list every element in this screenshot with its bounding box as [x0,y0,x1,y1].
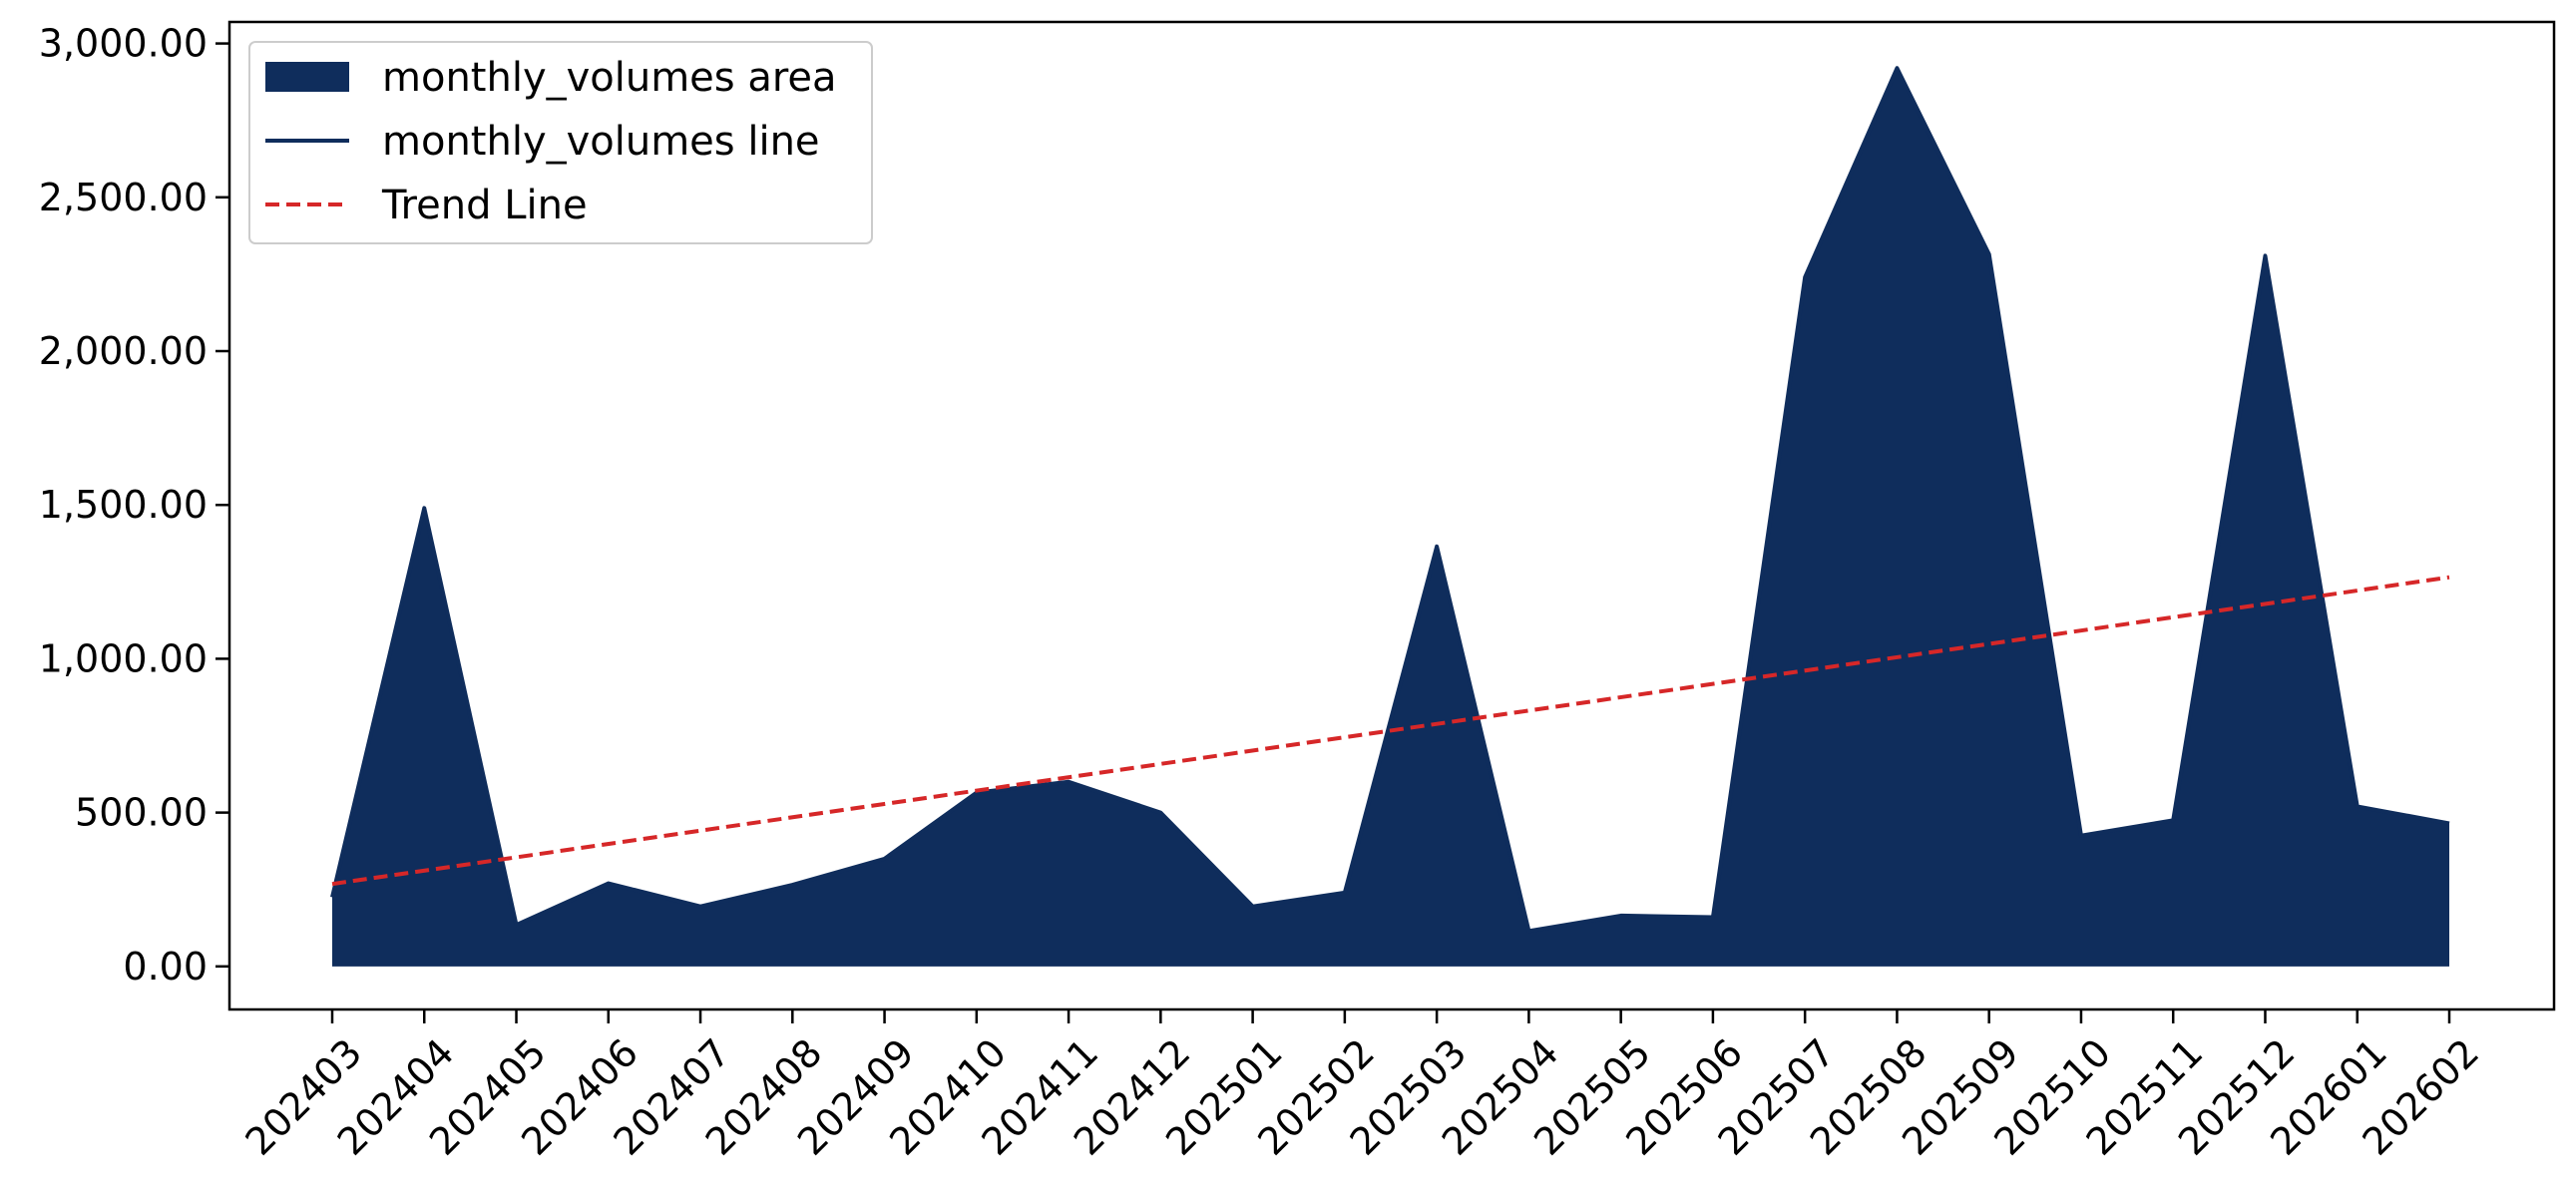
y-tick-label: 0.00 [123,945,208,989]
y-tick-label: 1,500.00 [39,483,208,527]
y-tick-label: 2,500.00 [39,176,208,219]
legend-label: monthly_volumes area [382,55,837,101]
legend-label: monthly_volumes line [382,119,820,165]
legend-swatch-area [265,62,349,92]
trend-line [331,575,2450,887]
series-line [330,66,2450,934]
plot-frame [227,20,2556,1011]
legend-box [248,41,873,244]
y-tick-label: 500.00 [75,791,208,835]
y-tick-label: 3,000.00 [39,22,208,66]
y-tick-label: 1,000.00 [39,636,208,680]
area-fill [332,68,2449,967]
y-tick-label: 2,000.00 [39,329,208,373]
legend: monthly_volumes area monthly_volumes line… [248,41,873,244]
legend-label: Trend Line [381,183,588,228]
plot-area [330,66,2450,967]
